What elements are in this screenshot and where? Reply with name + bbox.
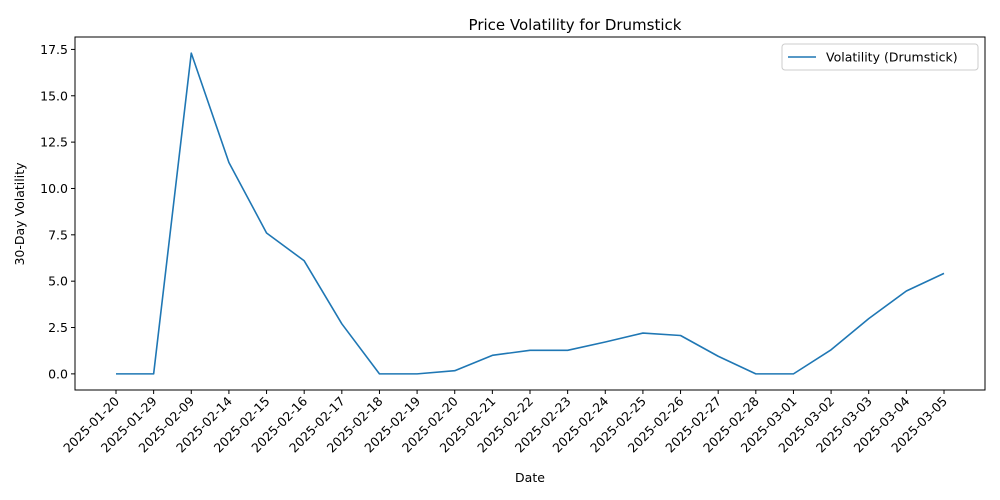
y-axis: 0.0 2.5 5.0 7.5 10.0 12.5 15.0 17.5 — [40, 42, 75, 381]
y-tick-label: 15.0 — [40, 88, 68, 103]
legend: Volatility (Drumstick) — [781, 43, 979, 71]
y-tick-label: 0.0 — [48, 366, 68, 381]
y-tick-label: 17.5 — [40, 42, 68, 57]
y-tick-label: 5.0 — [48, 274, 68, 289]
y-tick-label: 2.5 — [48, 320, 68, 335]
series-line — [116, 52, 945, 375]
series-layer — [116, 52, 945, 375]
legend-box — [781, 43, 979, 71]
y-tick-label: 12.5 — [40, 135, 68, 150]
x-axis-title: Date — [515, 470, 545, 485]
y-axis-title: 30-Day Volatility — [12, 162, 27, 266]
chart-title: Price Volatility for Drumstick — [469, 16, 682, 34]
legend-label: Volatility (Drumstick) — [826, 50, 958, 65]
y-tick-label: 10.0 — [40, 181, 68, 196]
y-tick-label: 7.5 — [48, 227, 68, 242]
